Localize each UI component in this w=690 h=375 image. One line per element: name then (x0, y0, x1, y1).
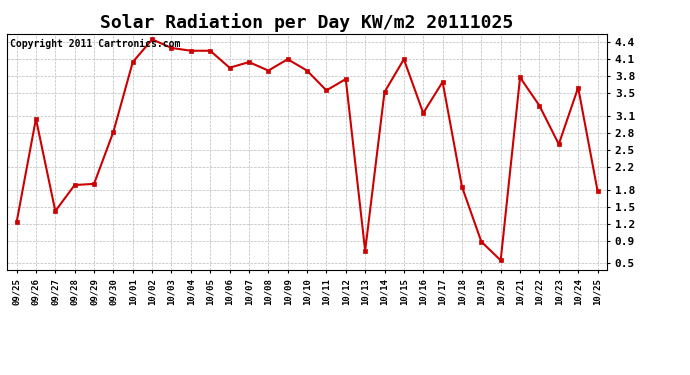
Title: Solar Radiation per Day KW/m2 20111025: Solar Radiation per Day KW/m2 20111025 (101, 13, 513, 32)
Text: Copyright 2011 Cartronics.com: Copyright 2011 Cartronics.com (10, 39, 180, 48)
